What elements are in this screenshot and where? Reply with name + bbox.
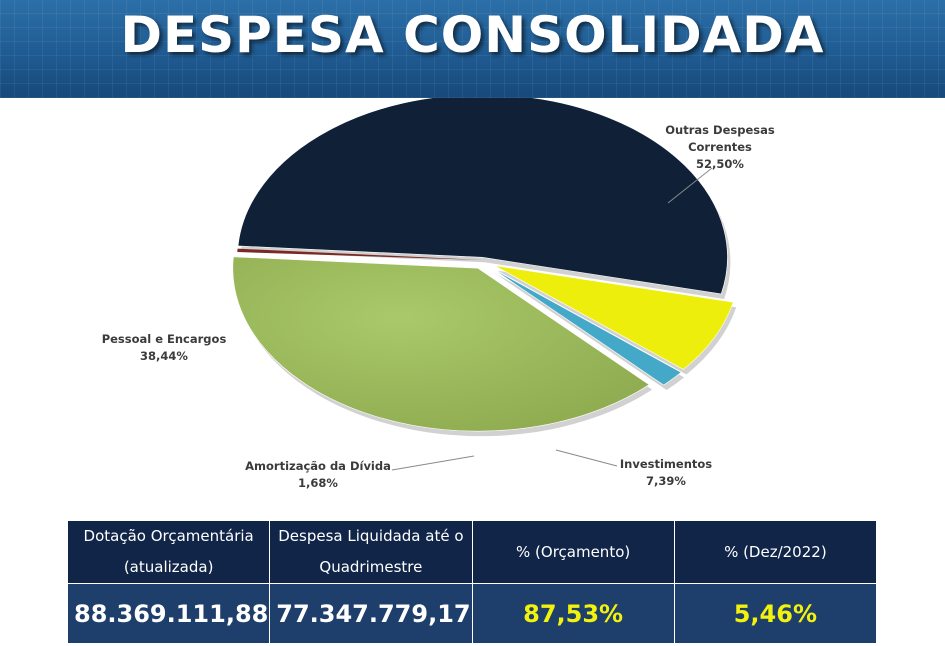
header-pct-orcamento-label: % (Orçamento) (516, 542, 631, 561)
label-pessoal-value: 38,44% (140, 349, 188, 363)
header-pct-orcamento: % (Orçamento) (471, 520, 675, 584)
label-investimentos-value: 7,39% (646, 474, 686, 488)
slice-pessoal (232, 256, 650, 432)
value-despesa: 77.347.779,17 (269, 583, 473, 644)
header-dotacao-line2: (atualizada) (123, 558, 214, 576)
label-outras-despesas-text: Outras Despesas (665, 123, 775, 137)
value-pct-dez: 5,46% (673, 583, 878, 644)
label-outras-despesas-text: Correntes (688, 140, 752, 154)
label-investimentos-text: Investimentos (620, 457, 712, 471)
label-amortizacao-text: Amortização da Dívida (245, 459, 391, 473)
header-pct-dez: % (Dez/2022) (673, 520, 878, 584)
slice-outras-despesas (237, 98, 728, 295)
slice-investimentos (494, 265, 734, 370)
header-despesa: Despesa Liquidada até o Quadrimestre (269, 520, 473, 584)
label-investimentos-leader-line (555, 449, 618, 467)
summary-table: Dotação Orçamentária (atualizada) Despes… (66, 520, 878, 644)
slice-amortizacao (492, 268, 682, 386)
pie-chart: Outras Despesas Correntes 52,50% Investimen… (102, 98, 775, 490)
label-pessoal-text: Pessoal e Encargos (102, 332, 227, 346)
banner-grid-pattern (0, 0, 945, 98)
summary-values-row: 88.369.111,88 77.347.779,17 87,53% 5,46% (66, 583, 878, 644)
header-pct-dez-label: % (Dez/2022) (724, 542, 827, 561)
header-dotacao: Dotação Orçamentária (atualizada) (66, 520, 271, 584)
slice-separator-sliver (237, 248, 482, 260)
label-amortizacao-leader-line (391, 455, 475, 471)
value-pct-orcamento: 87,53% (471, 583, 675, 644)
summary-header-row: Dotação Orçamentária (atualizada) Despes… (66, 520, 878, 584)
value-dotacao: 88.369.111,88 (66, 583, 271, 644)
label-amortizacao-value: 1,68% (298, 476, 338, 490)
header-despesa-line2: Quadrimestre (319, 558, 423, 576)
header-dotacao-line1: Dotação Orçamentária (83, 527, 254, 545)
page-title: DESPESA CONSOLIDADA (120, 6, 825, 64)
label-outras-despesas-leader-line (667, 167, 713, 204)
title-banner: DESPESA CONSOLIDADA (0, 0, 945, 98)
label-outras-despesas-value: 52,50% (696, 157, 744, 171)
header-despesa-line1: Despesa Liquidada até o (278, 527, 464, 545)
